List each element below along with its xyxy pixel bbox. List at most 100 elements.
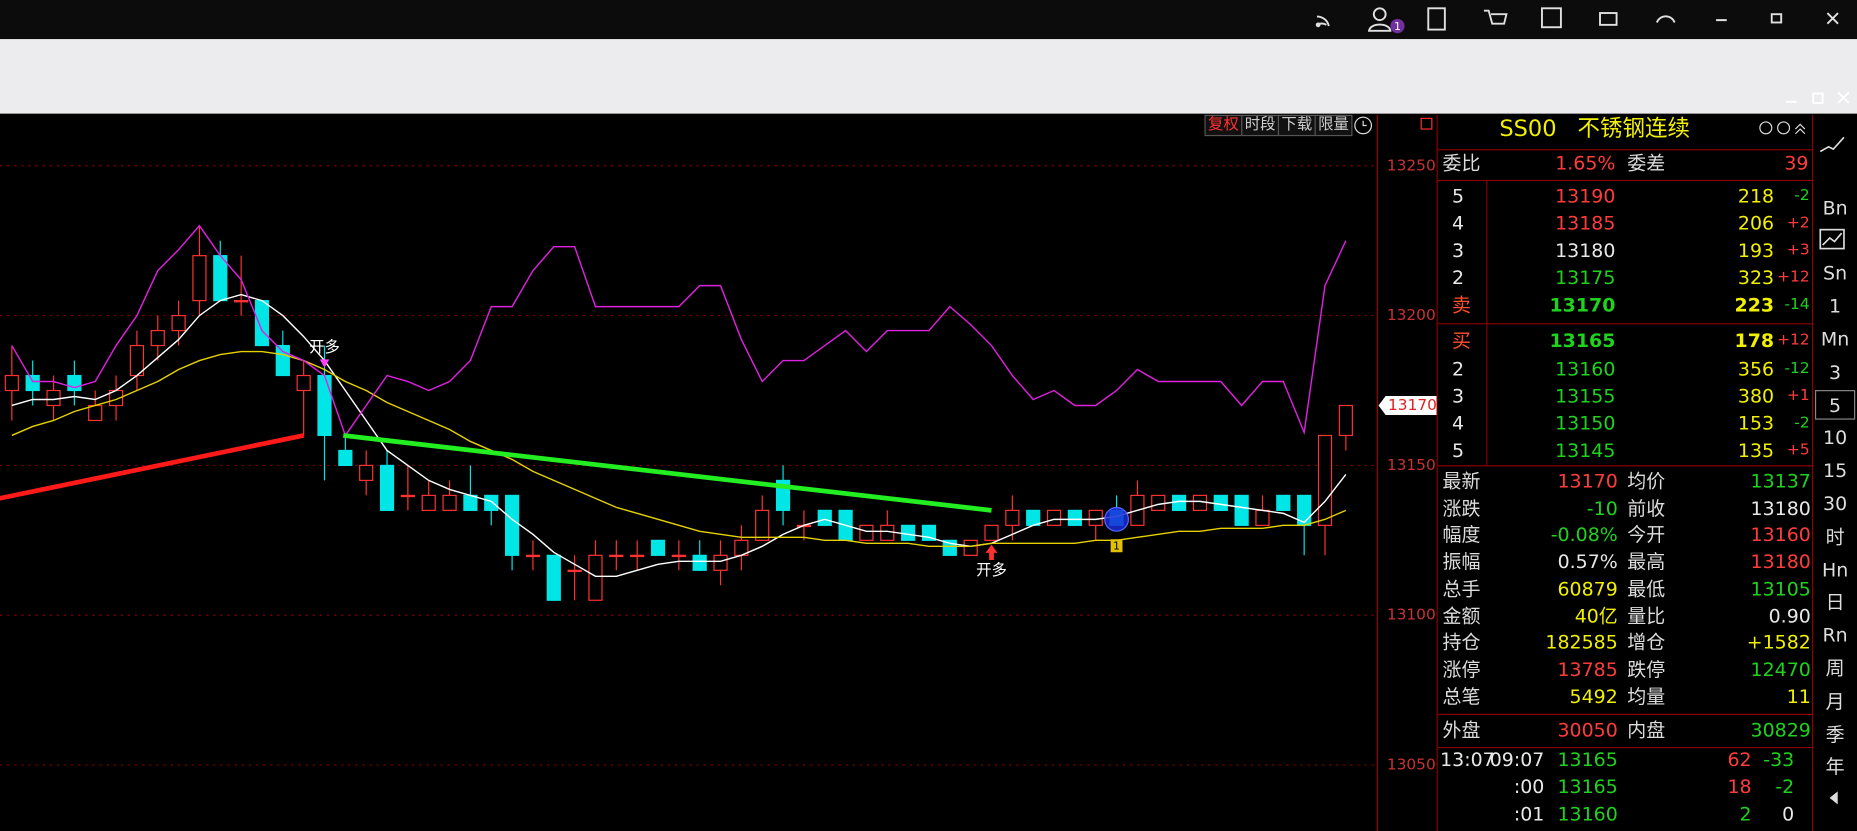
candle-body	[400, 494, 415, 498]
tick-price: 13165	[1557, 775, 1618, 798]
book-change: -14	[1784, 295, 1810, 314]
book-volume: 323	[1737, 266, 1775, 289]
user-icon[interactable]	[1367, 7, 1392, 32]
fx-icon[interactable]	[1541, 7, 1562, 29]
stat-label: 均量	[1627, 684, 1666, 708]
period-button[interactable]: 年	[1825, 755, 1845, 779]
book-change: +1	[1786, 387, 1810, 405]
panel-toggle[interactable]	[1420, 117, 1433, 130]
close-button[interactable]	[1826, 12, 1839, 25]
y-tick-label: 13200	[1387, 306, 1436, 324]
signal-label: 开多	[309, 338, 340, 356]
stat-value: 13785	[1557, 658, 1618, 681]
stat-value: +1582	[1746, 631, 1811, 654]
period-button[interactable]: Sn	[1823, 262, 1848, 285]
cart-icon[interactable]	[1483, 9, 1508, 25]
period-button[interactable]: 5	[1829, 393, 1842, 417]
stat-value: 40亿	[1574, 604, 1618, 627]
stat-label: 幅度	[1442, 523, 1481, 547]
stat-value: 0.90	[1768, 604, 1811, 627]
candle-body	[880, 524, 895, 541]
candle-body	[1234, 494, 1249, 526]
period-button[interactable]: Mn	[1820, 327, 1850, 351]
candle-body	[650, 539, 666, 556]
pane-restore[interactable]	[1812, 92, 1824, 104]
indicator-line	[11, 224, 1347, 438]
book-change: -12	[1784, 359, 1810, 378]
book-level: 4	[1451, 211, 1465, 235]
candle-body	[67, 374, 82, 392]
chart-tool-button[interactable]: 时段	[1241, 114, 1280, 137]
period-button[interactable]: 3	[1829, 360, 1842, 384]
stat-value: 182585	[1545, 631, 1618, 654]
candle-body	[421, 494, 436, 511]
value: 1.65%	[1555, 151, 1616, 175]
candle-body	[504, 494, 520, 556]
period-button[interactable]: 日	[1825, 591, 1845, 614]
period-button[interactable]: 10	[1823, 426, 1848, 450]
period-button[interactable]: 1	[1829, 294, 1842, 318]
stat-label: 最低	[1627, 577, 1666, 600]
candle-body	[525, 554, 541, 558]
period-button[interactable]: 月	[1825, 689, 1845, 713]
trend-line	[0, 433, 305, 501]
y-tick-label: 13050	[1387, 756, 1436, 774]
chart-tool-button[interactable]: 复权	[1204, 114, 1243, 137]
book-price: 13190	[1555, 184, 1616, 208]
candle-body	[1338, 404, 1353, 437]
period-button[interactable]: Rn	[1822, 624, 1848, 647]
period-button[interactable]: 周	[1825, 656, 1845, 680]
chart-icon[interactable]	[1819, 228, 1845, 250]
value: 39	[1784, 151, 1809, 175]
position-marker	[1104, 506, 1130, 532]
line-chart-icon[interactable]	[1819, 136, 1845, 153]
stat-value: -0.08%	[1550, 523, 1618, 547]
period-button[interactable]: 季	[1825, 722, 1845, 746]
candle-body	[984, 524, 999, 541]
indicator-line	[11, 350, 1347, 548]
stat-label: 最新	[1442, 469, 1481, 493]
separator	[1437, 746, 1814, 749]
book-volume: 223	[1734, 293, 1775, 317]
stat-label: 增仓	[1627, 631, 1666, 654]
tick-price: 13165	[1557, 748, 1618, 771]
period-button[interactable]: Bn	[1822, 196, 1848, 219]
candle-body	[296, 374, 311, 392]
print-icon[interactable]	[1599, 12, 1618, 26]
panel-buttons[interactable]	[1758, 117, 1817, 141]
candle-body	[1276, 494, 1291, 511]
candle-body	[630, 554, 645, 558]
tick-volume: 62	[1727, 748, 1752, 771]
period-button[interactable]: 时	[1825, 525, 1845, 548]
restore-button[interactable]	[1770, 13, 1783, 24]
stat-value: -10	[1586, 496, 1618, 520]
candle-body	[1317, 434, 1333, 526]
chart-tool-button[interactable]: 下载	[1277, 114, 1316, 137]
candle-body	[1067, 509, 1082, 526]
period-button[interactable]: Hn	[1821, 558, 1849, 581]
separator	[1437, 465, 1814, 467]
doc-icon[interactable]	[1427, 7, 1446, 31]
book-change: -2	[1794, 187, 1810, 205]
stat-value: 13170	[1557, 469, 1618, 493]
book-level: 3	[1451, 384, 1465, 408]
book-price: 13180	[1555, 239, 1616, 262]
book-volume: 218	[1737, 184, 1775, 208]
rss-icon[interactable]	[1315, 15, 1330, 28]
candle-body	[213, 255, 228, 302]
period-button[interactable]: 30	[1823, 492, 1848, 515]
stat-value: 5492	[1569, 684, 1618, 708]
pane-close[interactable]	[1837, 91, 1850, 104]
separator	[1437, 713, 1814, 715]
tick-volume: 2	[1739, 802, 1752, 826]
book-volume: 206	[1737, 211, 1775, 235]
chart-tool-button[interactable]: 限量	[1314, 114, 1353, 137]
clock-icon[interactable]	[1354, 116, 1373, 135]
badge-text: 1	[1113, 539, 1120, 552]
candle-body	[442, 494, 457, 511]
scroll-arrow[interactable]	[1829, 791, 1838, 805]
support-icon[interactable]	[1655, 15, 1676, 23]
signal-arrow	[319, 359, 330, 368]
period-button[interactable]: 15	[1823, 459, 1848, 483]
